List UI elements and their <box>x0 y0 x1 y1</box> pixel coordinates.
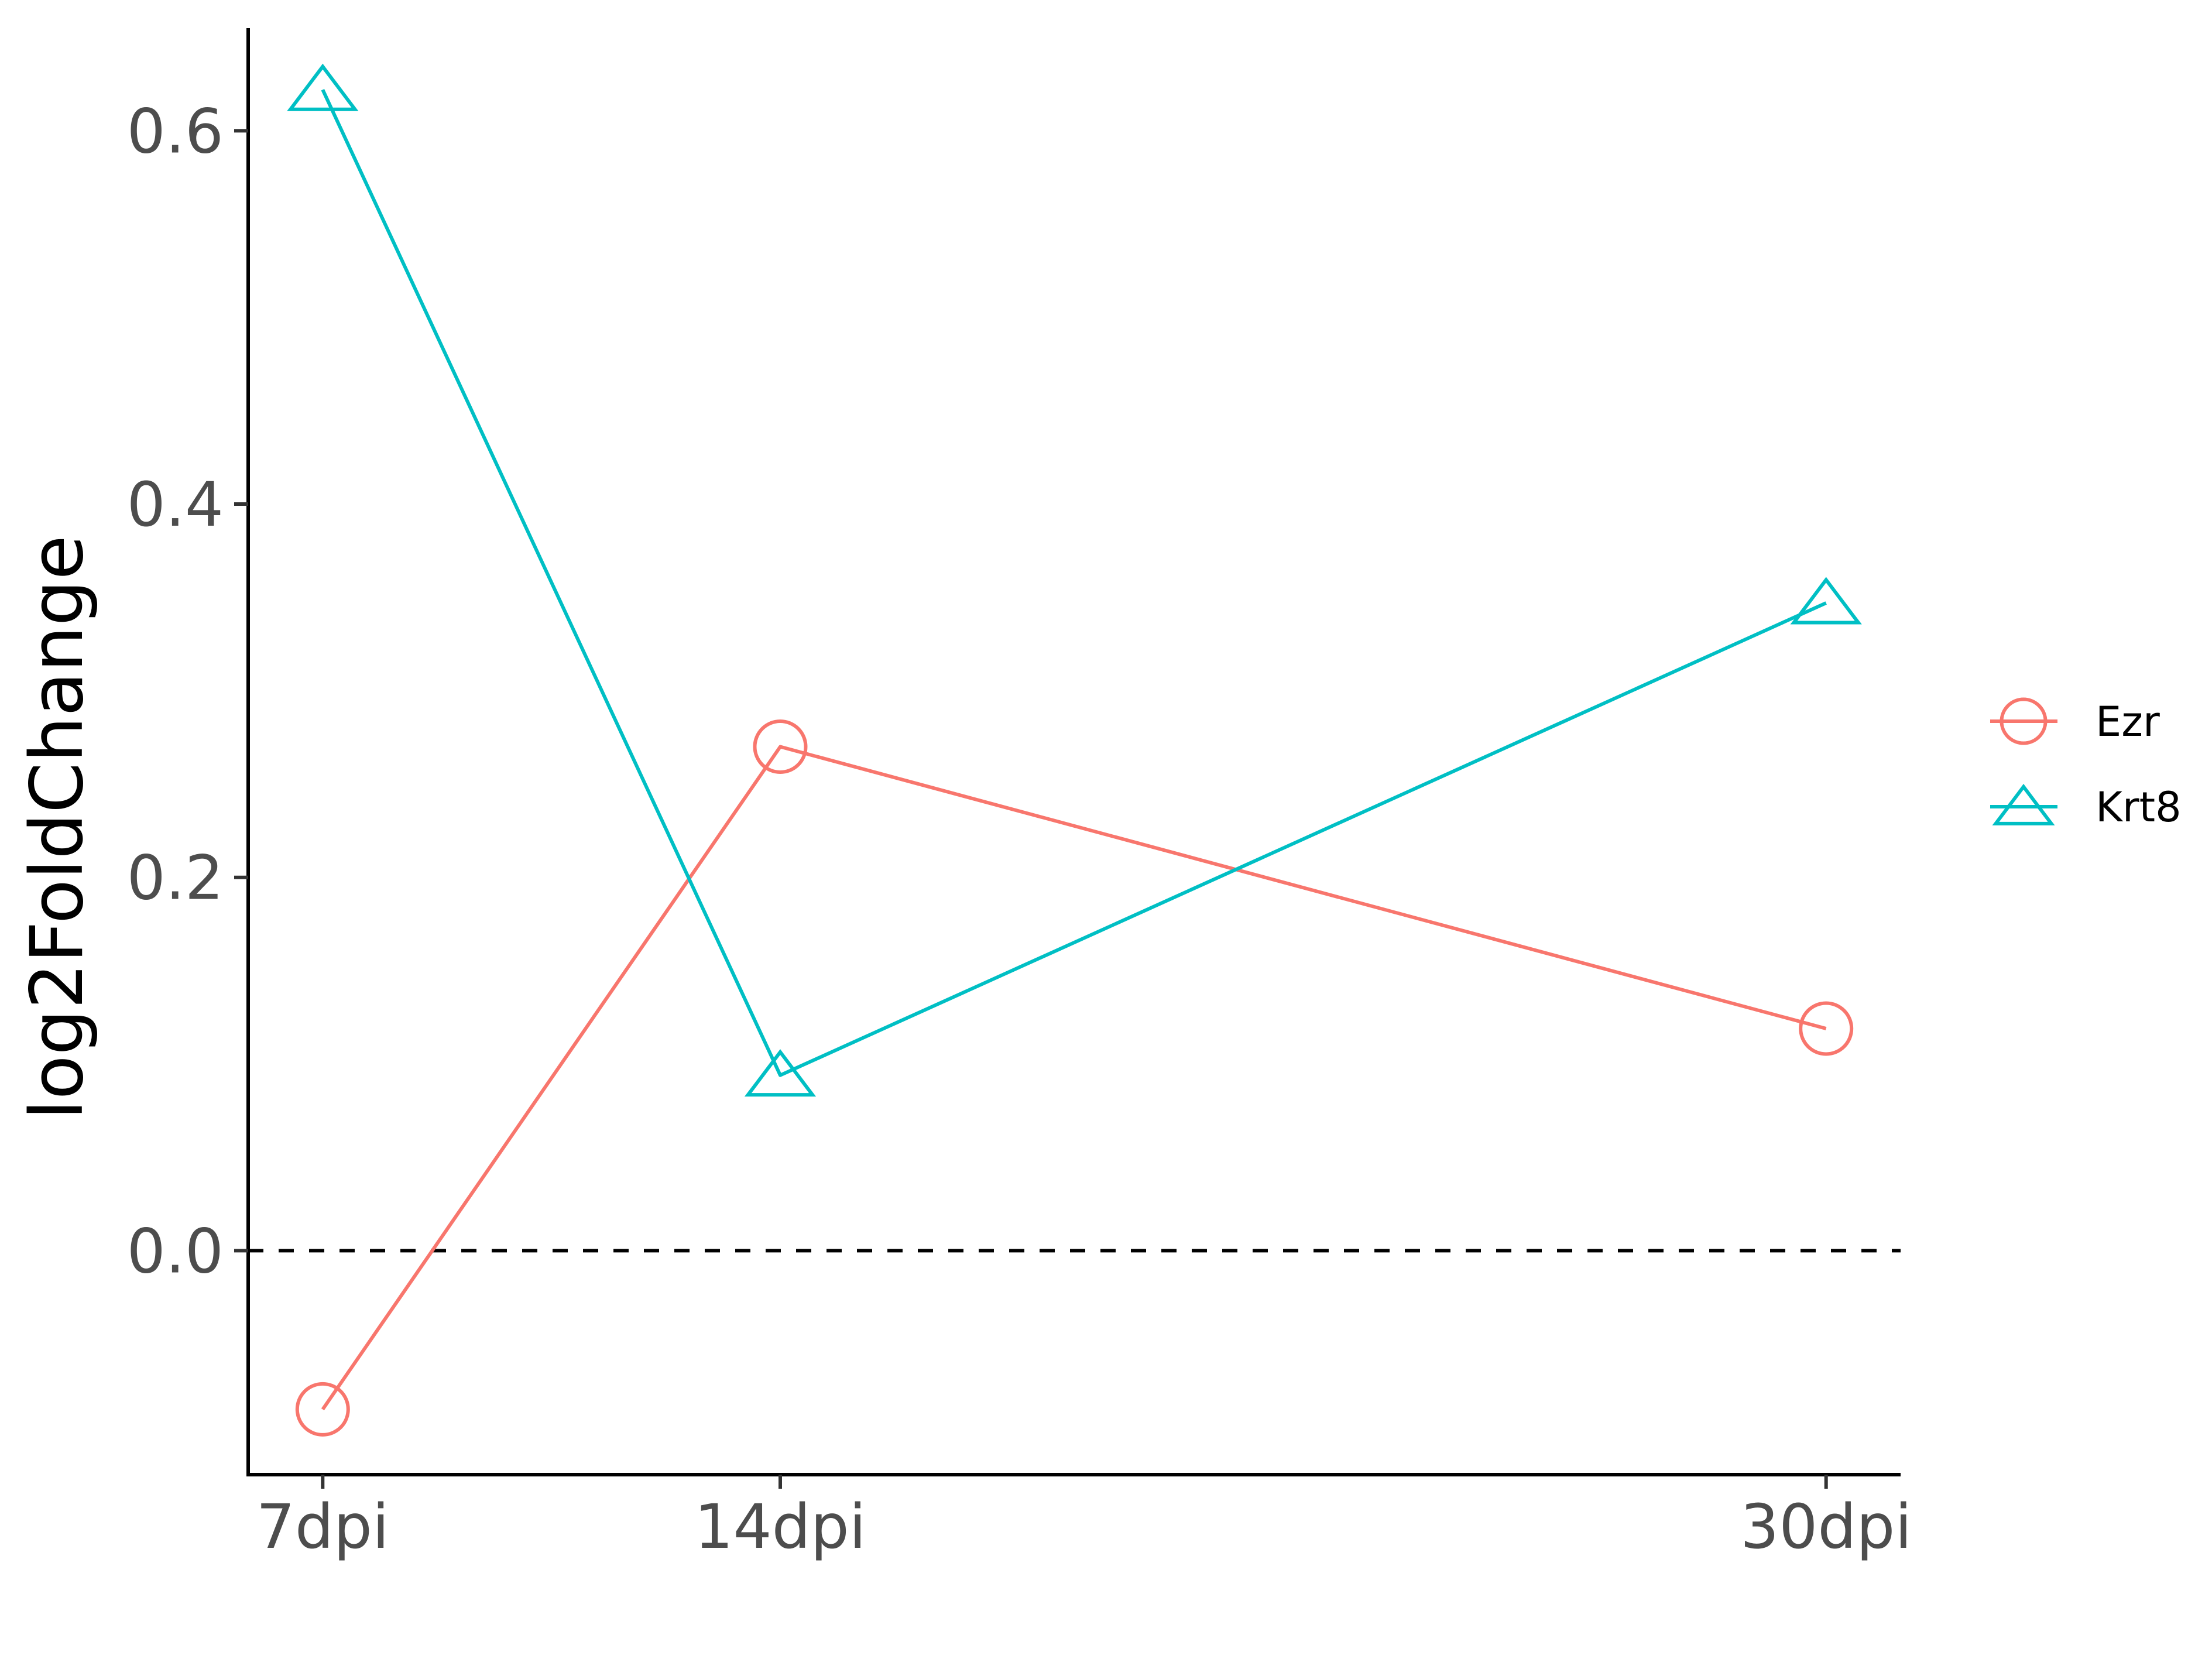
y-tick-label: 0.6 <box>127 95 224 167</box>
series-line-krt8 <box>321 88 1827 1077</box>
series-ezr <box>295 719 1854 1437</box>
data-point-krt8 <box>744 1049 817 1097</box>
legend-key-marker-ezr <box>2000 697 2048 745</box>
y-axis-title: log2FoldChange <box>15 535 100 1120</box>
series-layer <box>287 63 1862 1437</box>
legend-item-ezr: Ezr <box>1990 697 2160 746</box>
data-point-krt8 <box>1790 577 1862 625</box>
legend: Ezr Krt8 <box>1990 697 2182 831</box>
legend-item-krt8: Krt8 <box>1990 783 2182 831</box>
x-tick-label: 30dpi <box>1740 1491 1912 1562</box>
data-point-ezr <box>753 719 808 775</box>
y-tick-label: 0.4 <box>127 469 224 540</box>
x-tick-label: 14dpi <box>694 1491 866 1562</box>
series-line-ezr <box>321 745 1827 1411</box>
legend-key-marker-krt8 <box>1992 783 2055 825</box>
tick-layer: 0.0 0.2 0.4 0.6 7dpi 14dpi 30dpi <box>127 95 1912 1562</box>
y-tick-label: 0.0 <box>127 1215 224 1287</box>
data-point-krt8 <box>287 63 359 111</box>
data-point-ezr <box>295 1382 350 1437</box>
legend-label-krt8: Krt8 <box>2096 783 2182 831</box>
y-tick-label: 0.2 <box>127 842 224 914</box>
x-tick-label: 7dpi <box>256 1491 389 1562</box>
axis-layer <box>246 28 1901 1476</box>
data-point-ezr <box>1799 1001 1854 1056</box>
legend-label-ezr: Ezr <box>2096 698 2160 746</box>
series-krt8 <box>287 63 1862 1097</box>
